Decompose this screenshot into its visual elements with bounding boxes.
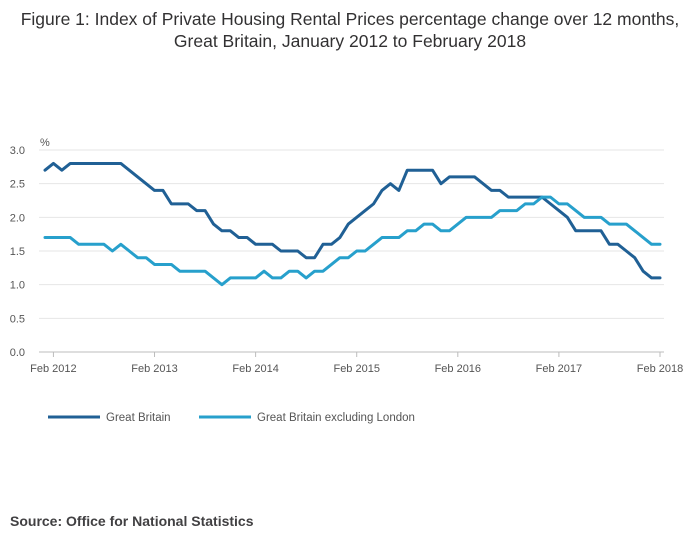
chart-title: Figure 1: Index of Private Housing Renta… xyxy=(20,9,680,51)
y-tick-label: 2.5 xyxy=(10,179,25,191)
x-tick-label: Feb 2012 xyxy=(30,363,76,375)
source-note: Source: Office for National Statistics xyxy=(10,513,254,529)
x-tick-label: Feb 2014 xyxy=(232,363,278,375)
y-tick-label: 0.5 xyxy=(10,313,25,325)
x-tick-label: Feb 2018 xyxy=(637,363,683,375)
series-line-great-britain-excluding-london xyxy=(43,195,662,287)
y-unit-label: % xyxy=(40,137,50,149)
series-lines xyxy=(43,161,662,287)
x-axis: Feb 2012 Feb 2013 Feb 2014 Feb 2015 Feb 2016… xyxy=(30,352,683,375)
y-tick-label: 1.0 xyxy=(10,280,25,292)
series-line-great-britain xyxy=(43,161,662,280)
y-tick-label: 3.0 xyxy=(10,145,25,157)
legend: Great Britain Great Britain excluding Lon… xyxy=(48,412,415,424)
y-tick-label: 1.5 xyxy=(10,246,25,258)
legend-label: Great Britain xyxy=(106,412,171,424)
x-tick-label: Feb 2016 xyxy=(435,363,481,375)
legend-label: Great Britain excluding London xyxy=(257,412,415,424)
x-tick-label: Feb 2013 xyxy=(131,363,177,375)
x-tick-label: Feb 2015 xyxy=(333,363,379,375)
y-tick-label: 2.0 xyxy=(10,212,25,224)
y-axis: 0.0 0.5 1.0 1.5 2.0 2.5 3.0% xyxy=(10,137,50,359)
gridlines xyxy=(39,149,664,353)
x-tick-label: Feb 2017 xyxy=(536,363,582,375)
y-tick-label: 0.0 xyxy=(10,347,25,359)
